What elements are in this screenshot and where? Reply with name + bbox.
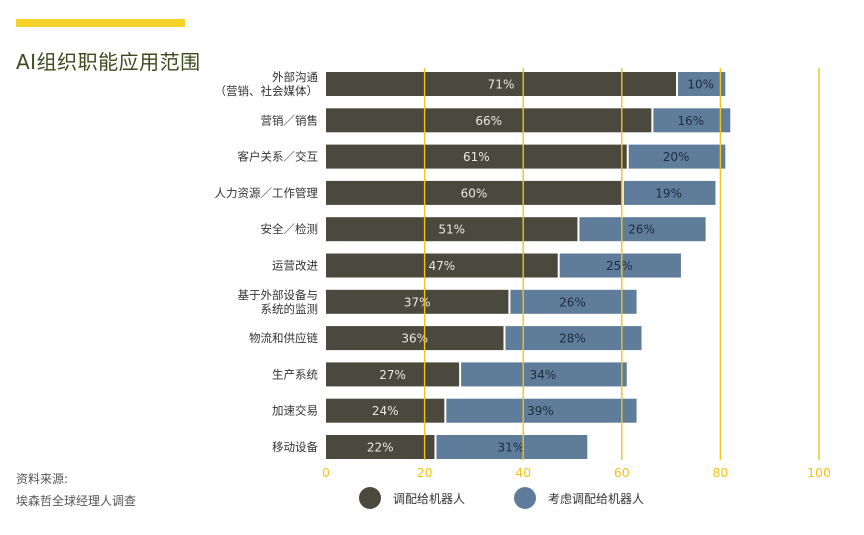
bar-considering	[623, 180, 716, 205]
bar-deployed	[326, 253, 558, 278]
data-label-deployed: 22%	[367, 441, 394, 455]
x-tick-label: 0	[322, 465, 330, 480]
source-note: 资料来源: 埃森哲全球经理人调查	[16, 468, 136, 512]
legend-label-deployed: 调配给机器人	[393, 491, 466, 506]
category-label: 营销／销售	[261, 113, 319, 127]
legend-swatch-considering	[514, 487, 536, 509]
category-label: 物流和供应链	[249, 331, 318, 345]
data-label-considering: 20%	[663, 150, 690, 164]
category-label: 外部沟通（营销、社会媒体）	[215, 70, 319, 98]
bar-deployed	[326, 217, 578, 242]
x-tick-label: 40	[515, 465, 531, 480]
bar-considering	[446, 398, 637, 423]
bar-considering	[559, 253, 681, 278]
source-label: 资料来源:	[16, 472, 69, 486]
x-tick-label: 100	[807, 465, 831, 480]
data-label-deployed: 47%	[429, 259, 456, 273]
category-label: 客户关系／交互	[238, 150, 319, 164]
data-label-considering: 39%	[527, 404, 554, 418]
data-label-considering: 26%	[559, 295, 586, 309]
data-label-deployed: 71%	[488, 78, 515, 92]
bar-considering	[678, 72, 726, 96]
chart-title: AI组织职能应用范围	[16, 50, 201, 74]
legend-item-deployed: 调配给机器人	[359, 487, 465, 509]
legend-item-considering: 考虑调配给机器人	[514, 487, 644, 509]
data-label-considering: 34%	[530, 368, 557, 382]
category-label: 加速交易	[272, 404, 318, 418]
bar-considering	[505, 326, 642, 351]
data-label-deployed: 37%	[404, 295, 431, 309]
bar-deployed	[326, 362, 460, 387]
data-label-considering: 25%	[606, 259, 633, 273]
bar-deployed	[326, 72, 677, 96]
data-label-deployed: 27%	[379, 368, 406, 382]
data-label-considering: 19%	[655, 186, 682, 200]
bar-deployed	[326, 180, 622, 205]
data-label-considering: 31%	[498, 441, 525, 455]
x-tick-label: 80	[712, 465, 728, 480]
data-label-considering: 26%	[628, 223, 655, 237]
bar-considering	[628, 144, 726, 169]
data-label-deployed: 36%	[401, 332, 428, 346]
bar-considering	[510, 289, 637, 314]
legend-label-considering: 考虑调配给机器人	[548, 491, 645, 506]
x-tick-label: 20	[417, 465, 433, 480]
data-label-deployed: 61%	[463, 150, 490, 164]
bar-deployed	[326, 108, 652, 133]
source-text: 埃森哲全球经理人调查	[16, 494, 137, 508]
data-label-considering: 10%	[687, 78, 714, 92]
bar-considering	[436, 435, 588, 459]
category-label: 运营改进	[272, 259, 318, 273]
category-label: 移动设备	[272, 440, 318, 454]
data-label-deployed: 24%	[372, 404, 399, 418]
bar-deployed	[326, 326, 504, 351]
data-label-considering: 16%	[677, 114, 704, 128]
bar-deployed	[326, 144, 627, 169]
bar-considering	[461, 362, 627, 387]
data-label-deployed: 66%	[475, 114, 502, 128]
bar-considering	[653, 108, 731, 133]
data-label-considering: 28%	[559, 332, 586, 346]
legend-swatch-deployed	[359, 487, 381, 509]
category-label: 基于外部设备与系统的监测	[238, 288, 319, 316]
bar-considering	[579, 217, 706, 242]
data-label-deployed: 51%	[438, 223, 465, 237]
category-label: 人力资源／工作管理	[215, 186, 319, 200]
category-label: 安全／检测	[261, 222, 319, 236]
accent-bar	[16, 19, 185, 27]
x-tick-label: 60	[614, 465, 630, 480]
category-label: 生产系统	[272, 367, 318, 381]
bar-deployed	[326, 435, 435, 459]
bar-deployed	[326, 289, 509, 314]
data-label-deployed: 60%	[461, 186, 488, 200]
